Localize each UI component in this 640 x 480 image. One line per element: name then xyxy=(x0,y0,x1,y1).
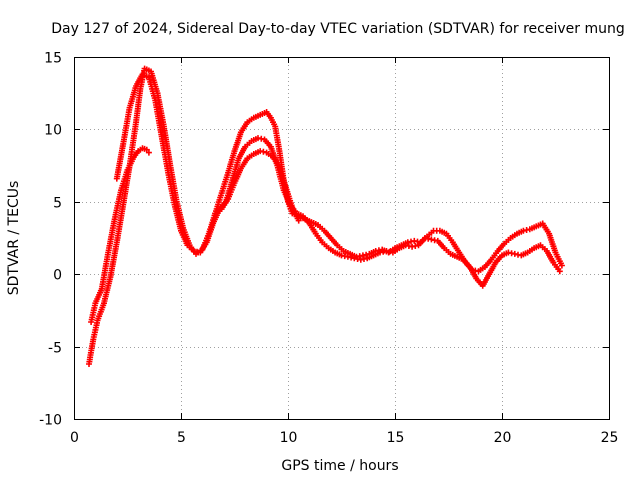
data-point xyxy=(295,217,302,224)
axis-ticks: 0 5 10 15 20 25 -10 -5 0 5 10 15 xyxy=(39,51,618,447)
x-tick-label: 15 xyxy=(387,430,405,446)
data-point xyxy=(145,149,152,156)
plot-area xyxy=(86,65,565,367)
data-point xyxy=(556,268,563,275)
x-tick-label: 10 xyxy=(280,430,298,446)
x-tick-label: 0 xyxy=(70,430,79,446)
y-tick-label: -5 xyxy=(48,341,62,357)
chart-title: Day 127 of 2024, Sidereal Day-to-day VTE… xyxy=(51,21,625,37)
y-tick-label: 5 xyxy=(53,196,62,212)
plot-frame xyxy=(74,57,610,420)
y-axis-label: SDTVAR / TECUs xyxy=(6,181,22,296)
x-tick-label: 20 xyxy=(494,430,512,446)
series-4 xyxy=(212,148,302,224)
y-tick-label: 15 xyxy=(44,51,62,67)
y-tick-label: 10 xyxy=(44,123,62,139)
x-tick-label: 25 xyxy=(601,430,619,446)
series-2 xyxy=(88,145,152,325)
data-point xyxy=(558,262,565,269)
x-tick-label: 5 xyxy=(177,430,186,446)
grid xyxy=(74,57,609,419)
y-tick-label: -10 xyxy=(39,413,62,429)
x-axis-label: GPS time / hours xyxy=(281,458,398,474)
y-tick-label: 0 xyxy=(53,268,62,284)
